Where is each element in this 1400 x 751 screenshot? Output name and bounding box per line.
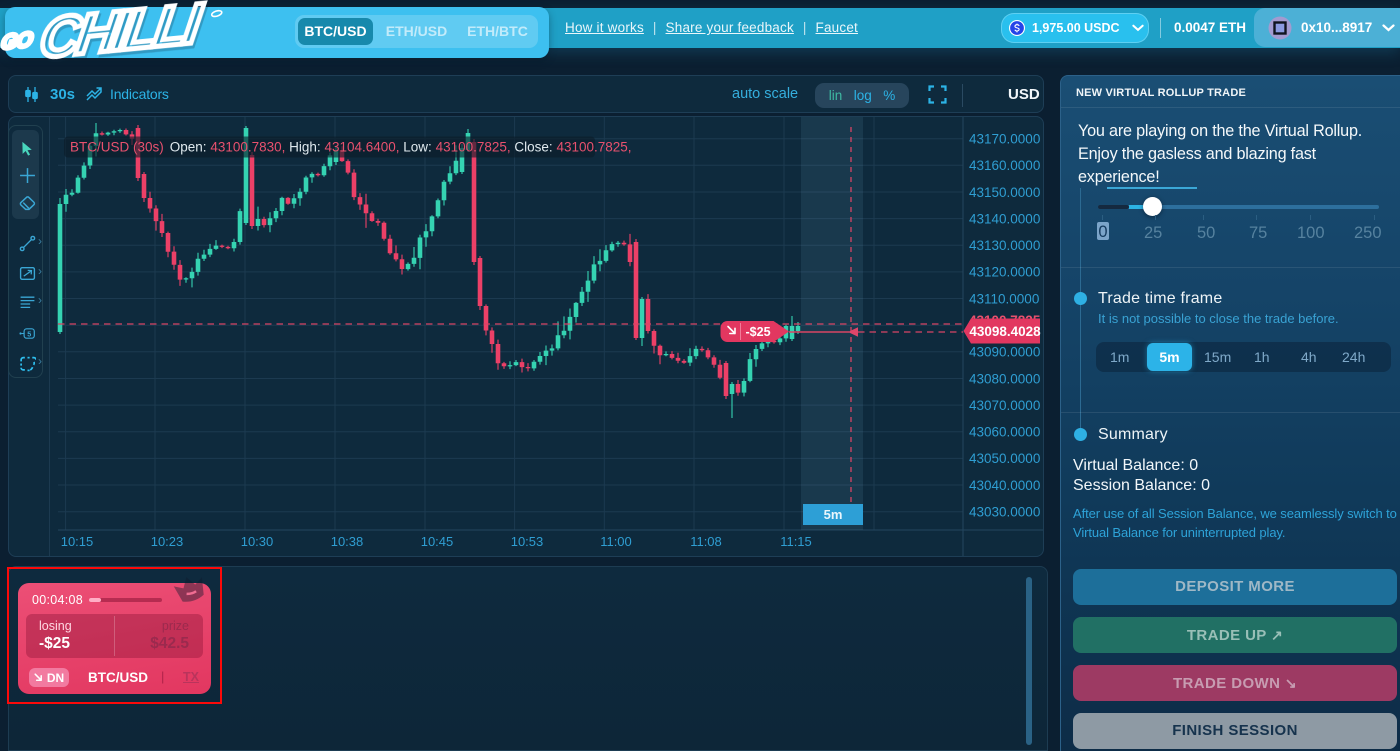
svg-text:43170.0000: 43170.0000: [969, 132, 1040, 147]
svg-text:43040.0000: 43040.0000: [969, 478, 1040, 493]
svg-text:43050.0000: 43050.0000: [969, 451, 1040, 466]
svg-text:11:00: 11:00: [600, 534, 632, 549]
svg-text:11:08: 11:08: [690, 534, 722, 549]
svg-text:5m: 5m: [824, 507, 843, 522]
svg-text:43120.0000: 43120.0000: [969, 265, 1040, 280]
svg-text:BTC/USD (30s)Open: 43100.7830,: BTC/USD (30s) Open: 43100.7830, High: 431…: [70, 140, 632, 155]
svg-text:43150.0000: 43150.0000: [969, 185, 1040, 200]
svg-text:43140.0000: 43140.0000: [969, 211, 1040, 226]
svg-text:43098.4028: 43098.4028: [969, 324, 1041, 339]
svg-text:10:23: 10:23: [151, 534, 184, 549]
svg-text:10:30: 10:30: [241, 534, 274, 549]
svg-text:43060.0000: 43060.0000: [969, 425, 1040, 440]
svg-text:43090.0000: 43090.0000: [969, 345, 1040, 360]
svg-text:10:53: 10:53: [511, 534, 544, 549]
svg-text:11:15: 11:15: [780, 534, 812, 549]
svg-text:10:15: 10:15: [61, 534, 94, 549]
svg-text:43110.0000: 43110.0000: [969, 291, 1039, 306]
svg-text:-$25: -$25: [746, 325, 771, 339]
svg-text:10:38: 10:38: [331, 534, 364, 549]
svg-text:43070.0000: 43070.0000: [969, 398, 1040, 413]
svg-text:43030.0000: 43030.0000: [969, 505, 1040, 520]
svg-text:5: 5: [27, 329, 31, 338]
svg-text:43160.0000: 43160.0000: [969, 158, 1040, 173]
svg-text:43130.0000: 43130.0000: [969, 238, 1040, 253]
svg-text:43080.0000: 43080.0000: [969, 371, 1040, 386]
svg-text:10:45: 10:45: [421, 534, 454, 549]
